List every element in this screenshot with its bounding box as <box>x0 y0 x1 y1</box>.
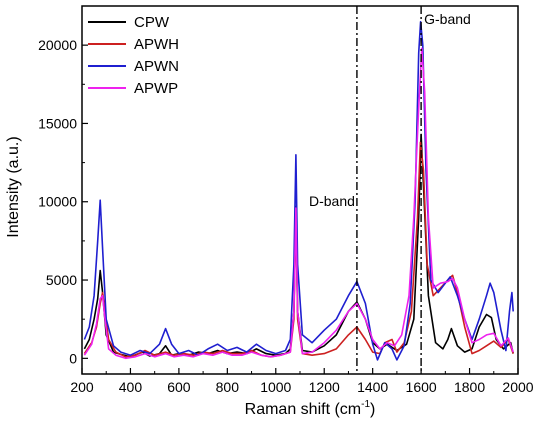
x-tick-label: 1600 <box>406 379 437 395</box>
annotation-label-d-band: D-band <box>309 193 355 209</box>
y-tick-label: 20000 <box>38 37 77 53</box>
legend-label-apwh: APWH <box>134 36 179 53</box>
legend: CPW APWH APWN APWP <box>88 14 179 97</box>
y-axis-title: Intensity (a.u.) <box>5 136 22 237</box>
x-tick-label: 1000 <box>260 379 291 395</box>
x-axis-title-sup: -1 <box>361 399 370 410</box>
legend-label-apwn: APWN <box>134 58 179 75</box>
x-tick-label: 600 <box>167 379 191 395</box>
x-tick-label: 2000 <box>502 379 533 395</box>
x-tick-label: 800 <box>216 379 240 395</box>
series-layer <box>83 20 514 361</box>
y-tick-label: 5000 <box>46 272 77 288</box>
x-tick-label: 400 <box>119 379 143 395</box>
x-axis-title: Raman shift (cm-1) <box>245 399 376 418</box>
legend-label-cpw: CPW <box>134 14 170 31</box>
tick-layer: 200 400 600 800 1000 1200 1400 1600 1800 20000500… <box>38 37 534 395</box>
annotation-layer: D-band G-band <box>309 6 471 374</box>
x-axis-title-main: Raman shift (cm <box>245 401 361 418</box>
y-tick-label: 15000 <box>38 115 77 131</box>
x-tick-label: 200 <box>70 379 94 395</box>
series-line-apwn <box>83 20 514 361</box>
x-tick-label: 1400 <box>357 379 388 395</box>
y-tick-label: 0 <box>69 350 77 366</box>
x-tick-label: 1800 <box>454 379 485 395</box>
legend-label-apwp: APWP <box>134 80 178 97</box>
x-tick-label: 1200 <box>309 379 340 395</box>
x-axis-title-end: ) <box>370 401 375 418</box>
series-line-apwp <box>83 47 514 360</box>
y-tick-label: 10000 <box>38 194 77 210</box>
annotation-label-g-band: G-band <box>424 11 471 27</box>
